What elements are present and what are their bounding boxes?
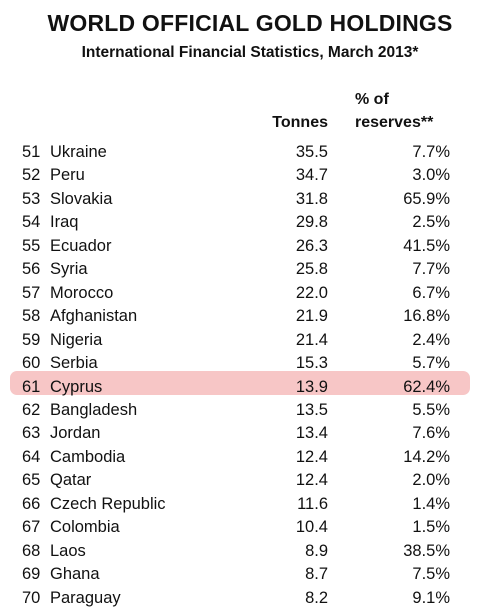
rank: 58 <box>22 307 41 326</box>
rank: 59 <box>22 330 41 349</box>
column-header: Tonnes <box>272 114 328 131</box>
row-highlight <box>10 371 470 395</box>
country: Qatar <box>50 471 92 490</box>
percent-reserves: 41.5% <box>403 236 450 255</box>
country: Iraq <box>50 213 79 232</box>
tonnes: 12.4 <box>295 447 328 466</box>
rank: 68 <box>22 541 41 560</box>
tonnes: 12.4 <box>295 471 328 490</box>
subtitle: International Financial Statistics, Marc… <box>81 44 419 61</box>
percent-reserves: 38.5% <box>403 541 450 560</box>
rank: 57 <box>22 283 41 302</box>
country: Ukraine <box>50 143 107 161</box>
tonnes: 34.7 <box>295 166 328 185</box>
tonnes: 8.7 <box>305 565 328 584</box>
tonnes: 13.4 <box>295 424 328 443</box>
rank: 55 <box>22 236 41 255</box>
percent-reserves: 2.0% <box>412 471 450 490</box>
rank: 65 <box>22 471 41 490</box>
country: Cambodia <box>50 447 126 466</box>
percent-reserves: 2.5% <box>412 213 450 232</box>
percent-reserves: 65.9% <box>403 189 450 208</box>
country: Cyprus <box>50 377 103 396</box>
percent-reserves: 6.7% <box>412 283 450 302</box>
percent-reserves: 1.5% <box>412 518 450 537</box>
percent-reserves: 7.7% <box>412 260 450 279</box>
tonnes: 21.4 <box>295 330 328 349</box>
country: Peru <box>50 166 85 185</box>
country: Nigeria <box>50 330 103 349</box>
tonnes: 31.8 <box>295 189 328 208</box>
rank: 52 <box>22 166 41 185</box>
percent-reserves: 3.0% <box>412 166 450 185</box>
rank: 51 <box>22 143 41 161</box>
title: WORLD OFFICIAL GOLD HOLDINGS <box>47 10 453 36</box>
country: Bangladesh <box>50 400 138 419</box>
rank: 60 <box>22 354 41 373</box>
tonnes: 26.3 <box>295 236 328 255</box>
rank: 63 <box>22 424 41 443</box>
percent-reserves: 9.1% <box>412 588 450 607</box>
rank: 53 <box>22 189 41 208</box>
tonnes: 15.3 <box>295 354 328 373</box>
percent-reserves: 5.5% <box>412 400 450 419</box>
percent-reserves: 7.6% <box>412 424 450 443</box>
percent-reserves: 16.8% <box>403 307 450 326</box>
country: Serbia <box>50 354 98 373</box>
tonnes: 22.0 <box>295 283 328 302</box>
country: Syria <box>50 260 88 279</box>
column-header: % of <box>355 91 389 108</box>
percent-reserves: 1.4% <box>412 494 450 513</box>
country: Ecuador <box>50 236 112 255</box>
tonnes: 25.8 <box>295 260 328 279</box>
rank: 69 <box>22 565 41 584</box>
tonnes: 8.2 <box>305 588 328 607</box>
rank: 66 <box>22 494 41 513</box>
country: Morocco <box>50 283 114 302</box>
percent-reserves: 14.2% <box>403 447 450 466</box>
percent-reserves: 7.7% <box>412 143 450 161</box>
tonnes: 35.5 <box>295 143 328 161</box>
country: Laos <box>50 541 86 560</box>
country: Czech Republic <box>50 494 166 513</box>
rank: 56 <box>22 260 41 279</box>
tonnes: 13.5 <box>295 400 328 419</box>
rank: 67 <box>22 518 41 537</box>
rank: 54 <box>22 213 41 232</box>
percent-reserves: 7.5% <box>412 565 450 584</box>
country: Slovakia <box>50 189 113 208</box>
country: Jordan <box>50 424 101 443</box>
rank: 64 <box>22 447 41 466</box>
percent-reserves: 62.4% <box>403 377 450 396</box>
tonnes: 29.8 <box>295 213 328 232</box>
tonnes: 10.4 <box>295 518 328 537</box>
rank: 62 <box>22 400 41 419</box>
country: Paraguay <box>50 588 121 607</box>
tonnes: 21.9 <box>295 307 328 326</box>
country: Colombia <box>50 518 120 537</box>
column-header: reserves** <box>355 114 434 131</box>
tonnes: 13.9 <box>295 377 328 396</box>
percent-reserves: 5.7% <box>412 354 450 373</box>
tonnes: 8.9 <box>305 541 328 560</box>
country: Ghana <box>50 565 100 584</box>
country: Afghanistan <box>50 307 138 326</box>
percent-reserves: 2.4% <box>412 330 450 349</box>
rank: 70 <box>22 588 41 607</box>
rank: 61 <box>22 377 41 396</box>
tonnes: 11.6 <box>297 494 328 513</box>
